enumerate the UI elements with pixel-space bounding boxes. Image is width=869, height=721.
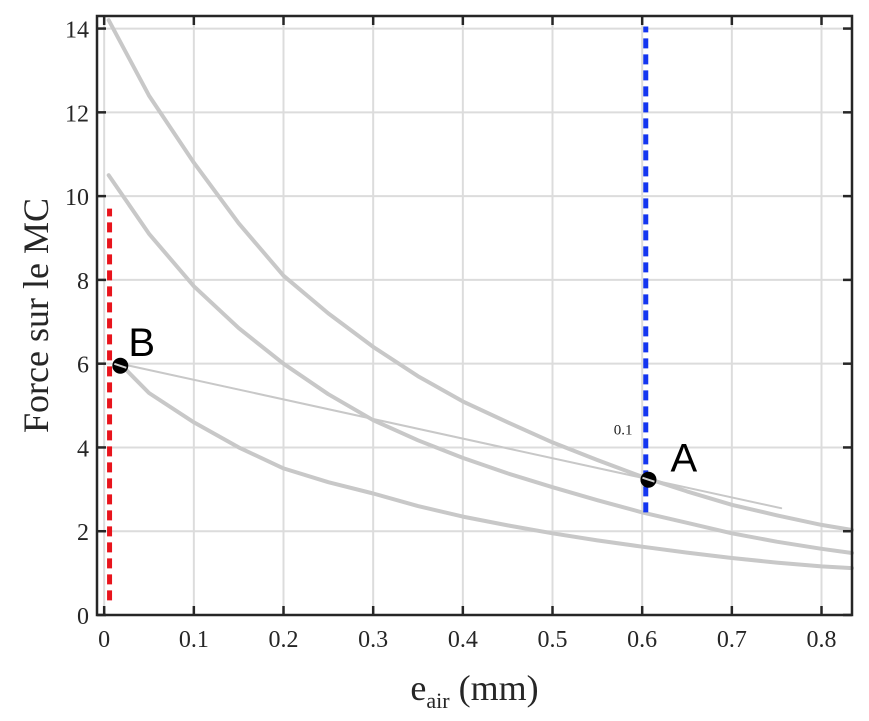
x-axis-label: eair (mm) — [410, 668, 538, 713]
series-curve-low — [120, 363, 854, 571]
point-a-curve-overlay — [642, 476, 655, 483]
x-axis-ticks: 0 0.1 0.2 0.3 0.4 0.5 0.6 0.7 0.8 — [98, 16, 837, 653]
series-line-B-to-A — [119, 362, 783, 510]
series-layer — [106, 18, 854, 571]
y-axis-label: Force sur le MC — [16, 198, 56, 433]
y-tick-label: 8 — [77, 269, 89, 295]
vertical-lines — [107, 26, 649, 601]
y-axis-ticks: 0 2 4 6 8 10 12 14 — [65, 18, 852, 630]
x-axis-label-main: e — [410, 668, 426, 708]
x-axis-label-subscript: air — [426, 688, 450, 713]
point-label-a: A — [670, 437, 697, 481]
annotation-text: 0.1 — [614, 423, 633, 439]
x-tick-label: 0.3 — [358, 627, 388, 653]
y-tick-label: 10 — [65, 185, 89, 211]
series-curve-high — [106, 18, 854, 532]
y-tick-label: 12 — [65, 101, 89, 127]
point-b-curve-overlay — [113, 362, 127, 369]
x-axis-label-unit: (mm) — [450, 668, 539, 708]
y-tick-label: 2 — [77, 520, 89, 546]
x-tick-label: 0.4 — [448, 627, 478, 653]
x-tick-label: 0.5 — [538, 627, 568, 653]
y-tick-label: 4 — [77, 436, 89, 462]
x-tick-label: 0.8 — [807, 627, 837, 653]
points-layer: AB — [112, 321, 697, 488]
y-tick-label: 0 — [77, 604, 89, 630]
plot-frame — [95, 14, 854, 617]
x-tick-label: 0.7 — [717, 627, 747, 653]
y-tick-label: 14 — [65, 18, 89, 44]
point-label-b: B — [128, 321, 155, 365]
axes-box — [95, 14, 854, 617]
y-tick-label: 6 — [77, 353, 89, 379]
series-curve-mid — [106, 173, 854, 555]
x-tick-label: 0 — [98, 627, 110, 653]
x-tick-label: 0.6 — [627, 627, 657, 653]
x-tick-label: 0.1 — [179, 627, 209, 653]
x-tick-label: 0.2 — [269, 627, 299, 653]
